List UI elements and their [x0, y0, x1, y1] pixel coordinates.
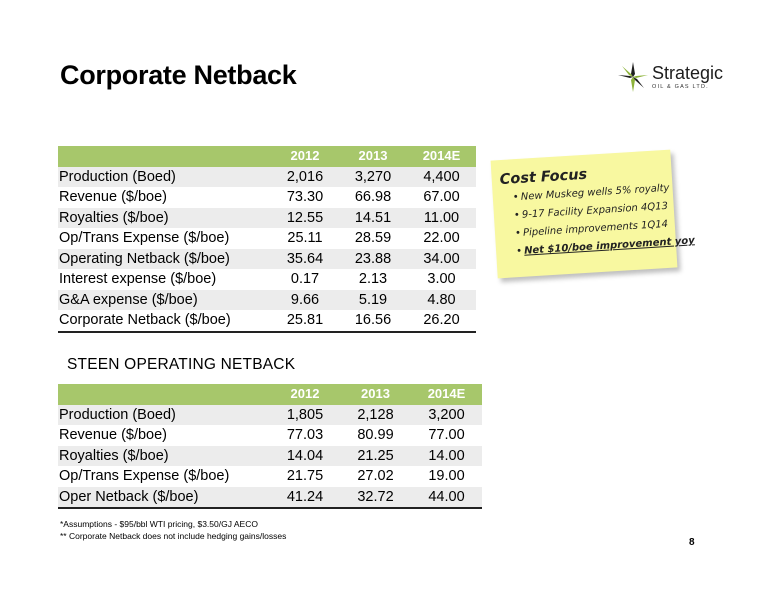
cell-value: 34.00: [407, 248, 476, 269]
cell-value: 41.24: [270, 486, 340, 509]
table-header-row: 2012 2013 2014E: [58, 146, 476, 167]
cell-value: 19.00: [428, 468, 465, 484]
row-label: Op/Trans Expense ($/boe): [59, 468, 230, 484]
cell-value: 9.66: [271, 289, 339, 310]
table-row: Operating Netback ($/boe) 35.64 23.88 34…: [58, 248, 476, 269]
cell-value: 22.00: [423, 230, 460, 246]
cell-value: 66.98: [354, 189, 392, 205]
cell-value: 14.00: [411, 445, 482, 466]
table-row: Production (Boed) 1,805 2,128 3,200: [58, 404, 482, 425]
footnote: ** Corporate Netback does not include he…: [60, 531, 287, 541]
table-row: Royalties ($/boe) 12.55 14.51 11.00: [58, 207, 476, 228]
cell-value: 11.00: [407, 207, 476, 228]
cell-value: 23.88: [339, 248, 407, 269]
row-label: Royalties ($/boe): [58, 445, 270, 466]
header-cell: [58, 146, 271, 167]
section-title: STEEN OPERATING NETBACK: [67, 356, 296, 373]
company-logo: Strategic OIL & GAS LTD.: [616, 60, 736, 94]
logo-subtitle: OIL & GAS LTD.: [652, 84, 709, 90]
note-list: •New Muskeg wells 5% royalty •9-17 Facil…: [494, 178, 695, 262]
cell-value: 32.72: [340, 486, 411, 509]
table-row: Oper Netback ($/boe) 41.24 32.72 44.00: [58, 486, 482, 509]
footnote: *Assumptions - $95/bbl WTI pricing, $3.5…: [60, 519, 258, 529]
cell-value: 80.99: [357, 427, 394, 443]
cell-value: 21.25: [340, 445, 411, 466]
header-cell: 2014E: [407, 146, 476, 167]
row-label: Production (Boed): [58, 166, 271, 187]
steen-netback-table: 2012 2013 2014E Production (Boed) 1,805 …: [58, 384, 482, 509]
page-title: Corporate Netback: [60, 60, 297, 90]
cell-value: 4,400: [407, 166, 476, 187]
table-row: Corporate Netback ($/boe) 25.81 16.56 26…: [58, 310, 476, 333]
row-label: Revenue ($/boe): [59, 427, 168, 443]
table-row: Interest expense ($/boe) 0.17 2.13 3.00: [58, 269, 476, 290]
cell-value: 21.75: [286, 468, 324, 484]
cell-value: 16.56: [339, 310, 407, 333]
table-row: Revenue ($/boe) 73.30 66.98 67.00: [58, 187, 476, 208]
header-cell: 2014E: [411, 384, 482, 405]
cell-value: 2,128: [340, 404, 411, 425]
row-label: Revenue ($/boe): [59, 189, 168, 205]
table-row: G&A expense ($/boe) 9.66 5.19 4.80: [58, 289, 476, 310]
cell-value: 28.59: [354, 230, 392, 246]
row-label: Production (Boed): [58, 404, 270, 425]
header-cell: 2012: [271, 146, 339, 167]
cell-value: 44.00: [411, 486, 482, 509]
table-header-row: 2012 2013 2014E: [58, 384, 482, 405]
logo-name: Strategic: [652, 63, 724, 83]
row-label: Corporate Netback ($/boe): [58, 310, 271, 333]
row-label: Operating Netback ($/boe): [58, 248, 271, 269]
cell-value: 73.30: [286, 189, 324, 205]
cell-value: 4.80: [407, 289, 476, 310]
row-label: Royalties ($/boe): [58, 207, 271, 228]
table-row: Royalties ($/boe) 14.04 21.25 14.00: [58, 445, 482, 466]
logo-mark-icon: [618, 62, 648, 92]
cell-value: 25.81: [271, 310, 339, 333]
cell-value: 3,200: [411, 404, 482, 425]
cell-value: 0.17: [290, 271, 320, 287]
row-label: G&A expense ($/boe): [58, 289, 271, 310]
table-row: Op/Trans Expense ($/boe) 21.75 27.02 19.…: [58, 466, 482, 487]
cell-value: 67.00: [423, 189, 460, 205]
table-row: Revenue ($/boe) 77.03 80.99 77.00: [58, 425, 482, 446]
corporate-netback-table: 2012 2013 2014E Production (Boed) 2,016 …: [58, 146, 476, 333]
cell-value: 3,270: [339, 166, 407, 187]
cell-value: 35.64: [271, 248, 339, 269]
sticky-note: Cost Focus •New Muskeg wells 5% royalty …: [490, 149, 695, 279]
cell-value: 12.55: [271, 207, 339, 228]
page-number: 8: [689, 537, 695, 548]
header-cell: 2013: [339, 146, 407, 167]
header-cell: 2012: [270, 384, 340, 405]
cell-value: 14.51: [339, 207, 407, 228]
cell-value: 77.00: [428, 427, 465, 443]
table-row: Op/Trans Expense ($/boe) 25.11 28.59 22.…: [58, 228, 476, 249]
table-row: Production (Boed) 2,016 3,270 4,400: [58, 166, 476, 187]
cell-value: 14.04: [270, 445, 340, 466]
row-label: Oper Netback ($/boe): [58, 486, 270, 509]
cell-value: 1,805: [270, 404, 340, 425]
cell-value: 25.11: [287, 230, 323, 246]
cell-value: 26.20: [407, 310, 476, 333]
cell-value: 2.13: [358, 271, 388, 287]
cell-value: 77.03: [286, 427, 324, 443]
cell-value: 2,016: [271, 166, 339, 187]
header-cell: 2013: [340, 384, 411, 405]
cell-value: 3.00: [427, 271, 456, 287]
row-label: Interest expense ($/boe): [59, 271, 217, 287]
header-cell: [58, 384, 270, 405]
cell-value: 27.02: [357, 468, 394, 484]
cell-value: 5.19: [339, 289, 407, 310]
row-label: Op/Trans Expense ($/boe): [59, 230, 230, 246]
